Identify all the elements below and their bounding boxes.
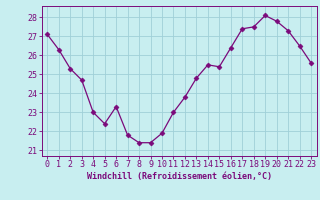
X-axis label: Windchill (Refroidissement éolien,°C): Windchill (Refroidissement éolien,°C): [87, 172, 272, 181]
